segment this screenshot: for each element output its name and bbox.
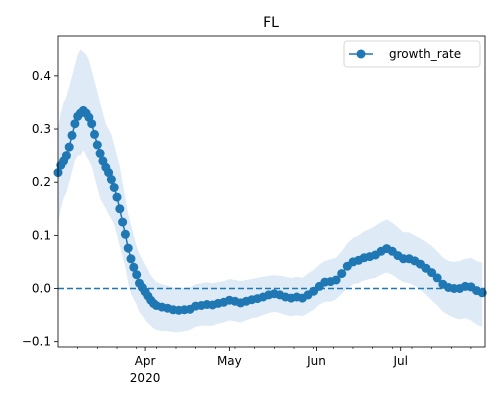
- data-point: [112, 192, 122, 202]
- data-point: [129, 262, 139, 272]
- data-point: [337, 269, 347, 279]
- data-point: [95, 149, 105, 158]
- axes-frame: [57, 35, 486, 348]
- data-point: [87, 119, 97, 129]
- axes: −0.1 0.0 0.1 0.2 0.3 0.4 Apr 2020 May Jun Jul: [22, 35, 486, 385]
- x-tick-year-label: 2020: [130, 371, 161, 385]
- data-point: [70, 119, 80, 129]
- x-tick-label: Jul: [392, 354, 407, 368]
- data-point: [126, 254, 136, 264]
- data-point: [106, 175, 116, 184]
- data-point: [109, 183, 119, 192]
- y-axis-ticks: −0.1 0.0 0.1 0.2 0.3 0.4: [22, 69, 58, 349]
- data-point: [120, 229, 130, 239]
- x-axis-ticks: Apr 2020 May Jun Jul: [77, 347, 472, 385]
- data-point: [90, 129, 99, 139]
- confidence-band: [58, 49, 483, 333]
- plot-area: [53, 49, 487, 333]
- data-point: [67, 130, 77, 140]
- y-tick-label: 0.1: [32, 228, 51, 242]
- data-point: [115, 204, 125, 214]
- y-tick-label: 0.2: [32, 175, 51, 189]
- x-tick-label: May: [217, 354, 242, 368]
- y-tick-label: −0.1: [22, 335, 51, 349]
- data-point: [118, 217, 128, 227]
- x-tick-label: Apr: [135, 354, 156, 368]
- y-tick-label: 0.3: [32, 122, 51, 136]
- y-tick-label: 0.4: [32, 69, 51, 83]
- legend-marker-sample: [356, 49, 366, 59]
- legend: growth_rate: [343, 40, 481, 68]
- data-point: [331, 275, 341, 285]
- growth-rate-markers: [53, 105, 487, 315]
- data-point: [132, 270, 142, 280]
- legend-box: [343, 40, 481, 68]
- y-tick-label: 0.0: [32, 282, 51, 296]
- data-point: [427, 268, 437, 278]
- data-point: [61, 151, 71, 161]
- data-point: [104, 168, 114, 178]
- x-tick-label: Jun: [306, 354, 326, 368]
- data-point: [123, 243, 133, 253]
- data-point: [432, 273, 442, 283]
- chart-title: FL: [263, 15, 279, 31]
- data-point: [477, 288, 487, 298]
- data-point: [92, 140, 102, 150]
- legend-label: growth_rate: [389, 47, 461, 61]
- data-point: [64, 142, 74, 152]
